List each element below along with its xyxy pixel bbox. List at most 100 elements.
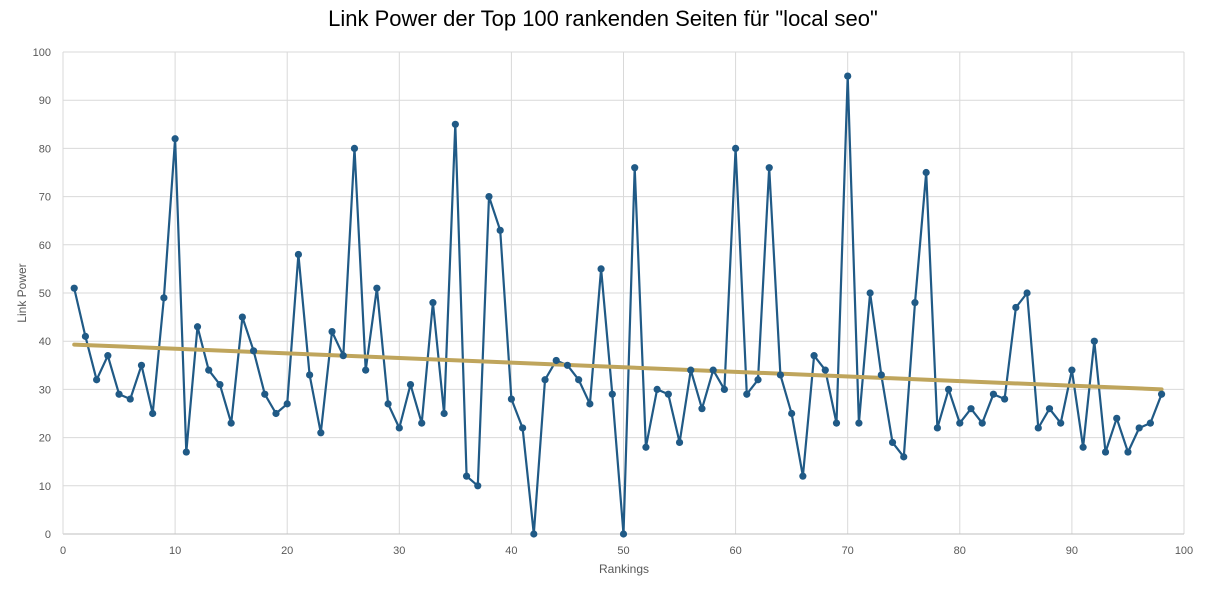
data-point <box>586 400 594 408</box>
data-point <box>765 164 773 172</box>
data-point <box>709 366 717 374</box>
y-tick-label: 10 <box>39 481 51 493</box>
data-point <box>182 448 190 456</box>
data-point <box>642 443 650 451</box>
data-point <box>272 409 280 418</box>
data-point <box>1057 419 1065 427</box>
data-point <box>799 472 807 480</box>
y-tick-label: 20 <box>39 433 51 445</box>
y-tick-label: 50 <box>39 288 51 300</box>
data-point <box>328 327 336 336</box>
data-point <box>418 419 426 427</box>
x-tick-label: 20 <box>281 545 293 557</box>
data-point <box>888 438 897 447</box>
y-tick-label: 0 <box>45 529 51 541</box>
data-point <box>1101 448 1110 456</box>
data-point <box>261 390 269 398</box>
data-point <box>530 530 538 538</box>
data-point <box>1146 419 1154 427</box>
data-point <box>519 424 527 432</box>
y-tick-label: 40 <box>39 336 51 348</box>
data-point <box>821 366 829 374</box>
data-point <box>485 193 493 201</box>
data-point <box>832 419 841 427</box>
data-point <box>339 352 347 360</box>
x-tick-label: 10 <box>169 545 181 557</box>
data-point <box>474 482 482 490</box>
x-tick-label: 40 <box>505 545 517 557</box>
data-point <box>1034 424 1042 432</box>
x-tick-label: 0 <box>60 545 66 557</box>
data-point <box>216 380 224 389</box>
data-point <box>1068 366 1076 374</box>
data-point <box>317 429 325 437</box>
x-tick-label: 50 <box>617 545 629 557</box>
x-tick-label: 70 <box>842 545 854 557</box>
data-point <box>93 376 101 384</box>
data-point <box>900 453 908 461</box>
x-tick-label: 90 <box>1066 545 1078 557</box>
data-point <box>205 366 213 374</box>
data-point <box>552 356 560 365</box>
data-point <box>126 395 134 403</box>
data-point <box>171 135 179 143</box>
data-point <box>1157 390 1166 398</box>
data-point <box>732 144 740 152</box>
data-point <box>653 385 661 393</box>
data-point <box>597 265 605 273</box>
data-point <box>967 405 975 413</box>
y-tick-label: 30 <box>39 384 51 396</box>
data-point <box>1090 337 1098 345</box>
data-point <box>698 405 706 413</box>
data-point <box>406 380 415 389</box>
data-point <box>115 390 123 398</box>
data-point <box>373 284 381 292</box>
data-point <box>844 72 852 80</box>
data-point <box>160 294 168 302</box>
data-point <box>788 409 796 418</box>
data-point <box>1113 414 1121 422</box>
data-point <box>429 299 437 307</box>
data-point <box>911 299 919 307</box>
data-point <box>978 419 986 427</box>
data-point <box>1001 395 1009 403</box>
data-point <box>104 352 112 360</box>
data-point <box>193 323 202 331</box>
x-tick-label: 80 <box>954 545 966 557</box>
data-point <box>1012 303 1020 312</box>
data-point <box>1079 443 1087 451</box>
data-point <box>70 284 78 292</box>
data-point <box>855 419 863 427</box>
data-point <box>294 250 303 259</box>
data-point <box>462 472 471 480</box>
data-point <box>451 120 459 128</box>
data-point <box>81 332 90 340</box>
y-tick-label: 80 <box>39 143 51 155</box>
data-point <box>664 390 672 398</box>
data-point <box>989 390 998 398</box>
chart-title: Link Power der Top 100 rankenden Seiten … <box>328 6 878 31</box>
x-tick-label: 100 <box>1175 545 1193 557</box>
data-point <box>1045 405 1054 413</box>
data-point <box>227 419 235 427</box>
x-tick-label: 60 <box>729 545 741 557</box>
data-point <box>720 385 728 393</box>
data-point <box>810 352 818 360</box>
data-point <box>238 313 246 321</box>
data-point <box>776 371 785 379</box>
data-point <box>249 347 258 355</box>
data-point <box>575 376 583 384</box>
x-tick-label: 30 <box>393 545 405 557</box>
data-point <box>619 530 628 538</box>
series-line <box>73 74 1163 536</box>
data-point <box>933 424 941 432</box>
data-point <box>137 361 146 369</box>
data-point <box>675 438 684 447</box>
data-point <box>496 226 504 234</box>
data-point <box>149 409 157 418</box>
data-point <box>1135 424 1143 432</box>
y-tick-label: 90 <box>39 95 51 107</box>
x-axis-label: Rankings <box>598 562 650 576</box>
data-point <box>306 371 314 379</box>
y-tick-label: 70 <box>39 192 51 204</box>
